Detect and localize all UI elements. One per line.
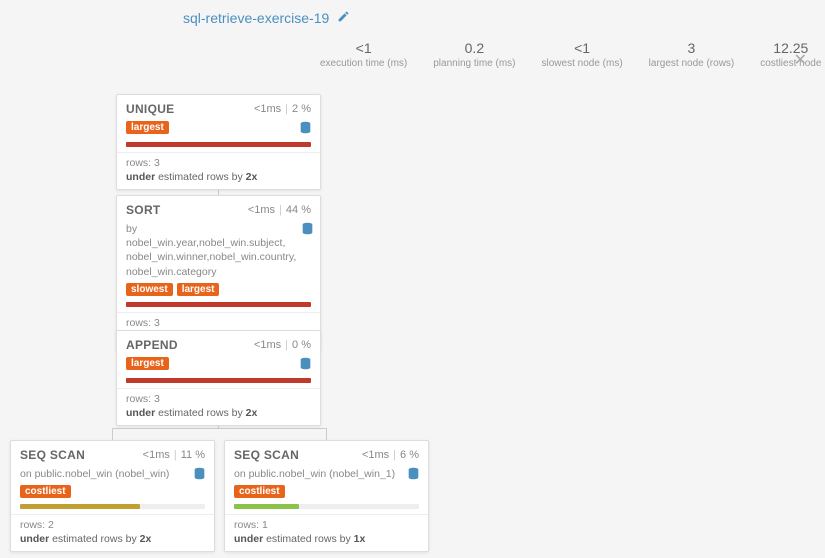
cost-bar (126, 302, 311, 307)
tag-largest: largest (126, 357, 169, 370)
node-stats: <1ms|2 % (254, 103, 311, 115)
metric-costliest: 12.25 costliest node (760, 40, 821, 69)
connector (112, 428, 113, 440)
tag-largest: largest (126, 121, 169, 134)
tag-costliest: costliest (20, 485, 71, 498)
page-title-row: sql-retrieve-exercise-19 (183, 10, 350, 26)
node-title: SEQ SCAN (20, 448, 85, 462)
database-icon[interactable] (408, 467, 419, 483)
metrics-bar: <1 execution time (ms) 0.2 planning time… (320, 40, 821, 69)
node-subtitle: by nobel_win.year,nobel_win.subject, nob… (126, 222, 296, 279)
cost-bar (126, 378, 311, 383)
node-stats: <1ms|0 % (254, 339, 311, 351)
node-title: SEQ SCAN (234, 448, 299, 462)
node-title: UNIQUE (126, 102, 174, 116)
cost-bar (20, 504, 205, 509)
plan-node-seqscan-2[interactable]: SEQ SCAN <1ms|6 % on public.nobel_win (n… (224, 440, 429, 552)
node-title: APPEND (126, 338, 178, 352)
node-tags: costliest (234, 485, 419, 498)
cost-bar (234, 504, 419, 509)
plan-node-unique[interactable]: UNIQUE <1ms|2 % largest rows: 3 under es… (116, 94, 321, 190)
metric-plan-time: 0.2 planning time (ms) (433, 40, 515, 69)
node-stats: <1ms|44 % (248, 204, 311, 216)
estimate-text: under estimated rows by 2x (126, 407, 311, 419)
database-icon[interactable] (194, 467, 205, 483)
metric-slowest: <1 slowest node (ms) (542, 40, 623, 69)
node-tags: largest (126, 121, 169, 134)
plan-node-append[interactable]: APPEND <1ms|0 % largest rows: 3 under es… (116, 330, 321, 426)
metric-exec-time: <1 execution time (ms) (320, 40, 407, 69)
page-title: sql-retrieve-exercise-19 (183, 10, 329, 26)
database-icon[interactable] (300, 121, 311, 137)
tag-slowest: slowest (126, 283, 173, 296)
database-icon[interactable] (300, 357, 311, 373)
estimate-text: under estimated rows by 1x (234, 533, 419, 545)
node-tags: largest (126, 357, 169, 370)
estimate-text: under estimated rows by 2x (20, 533, 205, 545)
plan-node-sort[interactable]: SORT <1ms|44 % by nobel_win.year,nobel_w… (116, 195, 321, 350)
estimate-text: under estimated rows by 2x (126, 171, 311, 183)
node-stats: <1ms|11 % (143, 449, 205, 461)
node-tags: costliest (20, 485, 205, 498)
node-stats: <1ms|6 % (362, 449, 419, 461)
node-title: SORT (126, 203, 161, 217)
rows-text: rows: 3 (126, 157, 311, 169)
tag-costliest: costliest (234, 485, 285, 498)
node-subtitle: on public.nobel_win (nobel_win) (20, 467, 188, 481)
cost-bar (126, 142, 311, 147)
metric-largest: 3 largest node (rows) (649, 40, 735, 69)
plan-node-seqscan-1[interactable]: SEQ SCAN <1ms|11 % on public.nobel_win (… (10, 440, 215, 552)
rows-text: rows: 2 (20, 519, 205, 531)
rows-text: rows: 3 (126, 317, 311, 329)
connector (326, 428, 327, 440)
database-icon[interactable] (302, 222, 313, 238)
tag-largest: largest (177, 283, 220, 296)
node-tags: slowest largest (126, 283, 311, 296)
rows-text: rows: 3 (126, 393, 311, 405)
edit-icon[interactable] (337, 10, 350, 26)
connector (112, 428, 326, 429)
close-icon[interactable]: ✕ (794, 50, 807, 70)
rows-text: rows: 1 (234, 519, 419, 531)
node-subtitle: on public.nobel_win (nobel_win_1) (234, 467, 402, 481)
